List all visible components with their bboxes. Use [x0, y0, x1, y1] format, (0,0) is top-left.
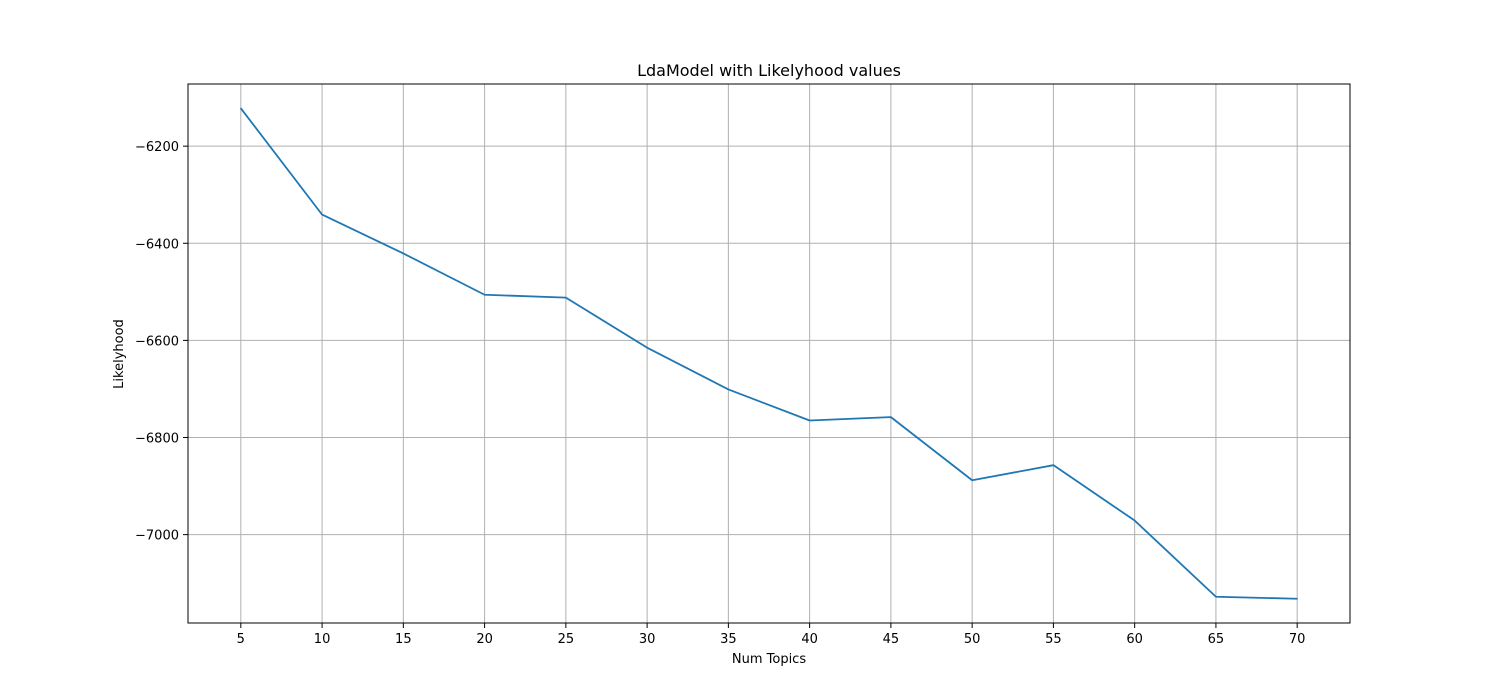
- y-axis-label: Likelyhood: [112, 319, 127, 389]
- y-axis: −6200 −6400 −6600 −6800 −7000: [135, 140, 188, 544]
- data-point: [565, 297, 567, 299]
- data-point: [483, 294, 486, 296]
- x-tick-label: 50: [964, 632, 981, 647]
- series-layer: [240, 107, 1298, 600]
- x-tick-label: 55: [1045, 632, 1062, 647]
- series-line: [240, 107, 1298, 600]
- x-tick-label: 10: [314, 632, 331, 647]
- x-tick-label: 45: [883, 632, 900, 647]
- data-point: [240, 107, 242, 109]
- x-axis-label: Num Topics: [732, 652, 806, 667]
- x-tick-label: 40: [801, 632, 818, 647]
- y-tick-label: −6800: [135, 432, 179, 447]
- chart-title: LdaModel with Likelyhood values: [637, 61, 901, 80]
- data-point: [1215, 596, 1217, 598]
- plot-frame: [187, 83, 1351, 624]
- x-tick-label: 20: [476, 632, 493, 647]
- y-tick-label: −6400: [135, 237, 179, 252]
- x-tick-label: 30: [639, 632, 656, 647]
- x-tick-label: 35: [720, 632, 737, 647]
- x-tick-label: 60: [1126, 632, 1143, 647]
- data-point: [1134, 519, 1136, 522]
- y-tick-label: −7000: [135, 529, 179, 544]
- data-point: [890, 416, 892, 418]
- data-point: [727, 388, 729, 391]
- data-point: [971, 479, 973, 481]
- y-tick-label: −6200: [135, 140, 179, 155]
- data-point: [1052, 464, 1055, 466]
- x-axis: 5 10 15 20 25 30 35 40 45 50 55 60 65 70: [237, 623, 1306, 647]
- grid-lines: [188, 84, 1350, 623]
- x-tick-label: 70: [1289, 632, 1306, 647]
- x-tick-label: 25: [558, 632, 575, 647]
- data-point: [646, 347, 648, 349]
- y-tick-label: −6600: [135, 334, 179, 349]
- data-point: [1296, 598, 1298, 600]
- x-tick-label: 15: [395, 632, 412, 647]
- data-point: [809, 419, 811, 422]
- x-tick-label: 65: [1208, 632, 1225, 647]
- data-point: [402, 252, 404, 255]
- data-point: [321, 214, 323, 216]
- x-tick-label: 5: [237, 632, 245, 647]
